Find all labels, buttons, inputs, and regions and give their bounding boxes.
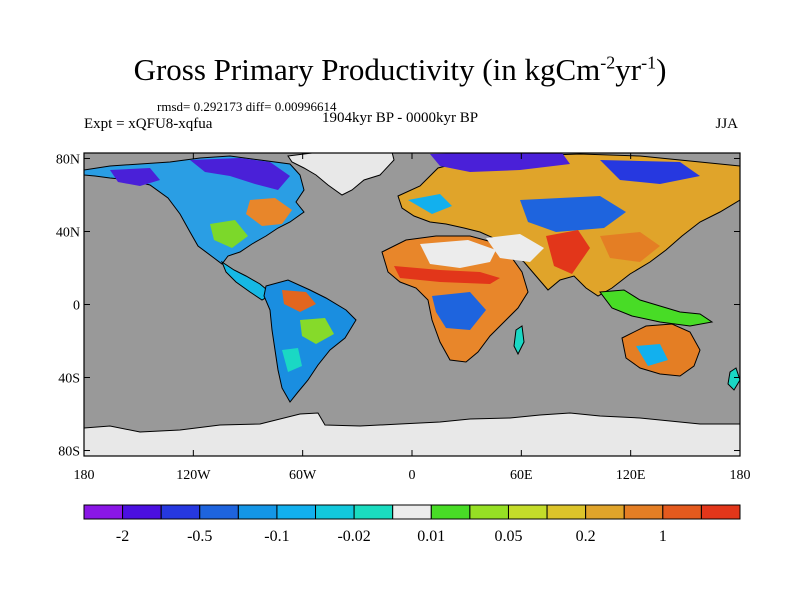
north-america xyxy=(84,155,305,265)
sa-green-patch xyxy=(300,318,334,344)
sahara-patch xyxy=(420,240,496,268)
colorbar-label: -0.1 xyxy=(264,528,289,545)
lat-tick-label: 40N xyxy=(56,225,80,240)
china-orange-patch xyxy=(600,232,660,262)
africa-blue-patch xyxy=(432,292,486,330)
colorbar-box xyxy=(392,504,432,520)
new-zealand xyxy=(727,367,740,391)
south-america xyxy=(263,279,357,403)
colorbar-box xyxy=(585,504,625,520)
lat-tick-label: 80N xyxy=(56,152,80,167)
russia-blue-patch xyxy=(600,160,700,184)
colorbar-box xyxy=(700,504,741,520)
europe-cyan-patch xyxy=(408,194,452,214)
lat-tick-label: 80S xyxy=(58,445,80,460)
lat-tick-label: 40S xyxy=(58,372,80,387)
colorbar-label: 1 xyxy=(659,528,667,545)
season-label: JJA xyxy=(715,116,738,132)
colorbar-box xyxy=(469,504,509,520)
colorbar-box xyxy=(160,504,201,520)
sa-orange-patch xyxy=(282,290,316,312)
africa-red-band xyxy=(394,266,500,284)
colorbar-box xyxy=(623,504,664,520)
lon-tick-label: 60W xyxy=(289,468,317,483)
na-orange-patch xyxy=(246,198,292,226)
colorbar-box xyxy=(430,504,471,520)
colorbar-box xyxy=(315,504,355,520)
experiment-label: Expt = xQFU8-xqfua xyxy=(84,116,213,132)
colorbar-label: -0.02 xyxy=(337,528,370,545)
period-label: 1904kyr BP - 0000kyr BP xyxy=(322,110,479,126)
colorbar-box xyxy=(199,504,239,520)
colorbar-box xyxy=(276,504,317,520)
australia-blue-patch xyxy=(636,344,668,366)
antarctica xyxy=(84,412,740,456)
lon-tick-label: 120W xyxy=(176,468,211,483)
colorbar-box xyxy=(353,504,394,520)
lon-tick-label: 120E xyxy=(616,468,646,483)
na-green-patch xyxy=(210,220,248,248)
colorbar-box xyxy=(237,504,278,520)
colorbar-box xyxy=(122,504,162,520)
colorbar-label: -2 xyxy=(116,528,129,545)
longitude-ticks: 180 120W 60W 0 60E 120E 180 xyxy=(74,153,751,483)
lat-tick-label: 0 xyxy=(73,299,80,314)
lon-tick-label: 180 xyxy=(730,468,751,483)
colorbar-label: 0.2 xyxy=(576,528,596,545)
na-alaska-patch xyxy=(110,168,160,186)
lon-tick-label: 0 xyxy=(409,468,416,483)
colorbar-box xyxy=(83,504,124,520)
india-red-patch xyxy=(546,230,590,274)
southeast-asia-islands xyxy=(599,289,714,327)
colorbar-label: 0.05 xyxy=(494,528,522,545)
lon-tick-label: 180 xyxy=(74,468,95,483)
sa-teal-patch xyxy=(282,348,302,372)
colorbar: -2 -0.5 -0.1 -0.02 0.01 0.05 0.2 1 xyxy=(83,504,741,545)
colorbar-label: 0.01 xyxy=(417,528,445,545)
na-northern-canada-patch xyxy=(190,158,290,190)
arabia-white-patch xyxy=(486,234,544,262)
colorbar-box xyxy=(507,504,548,520)
greenland xyxy=(287,153,395,196)
siberia-blue-patch xyxy=(430,153,570,172)
latitude-ticks: 80N 40N 0 40S 80S xyxy=(56,152,740,460)
central-asia-blue-patch xyxy=(520,196,626,232)
stats-label: rmsd= 0.292173 diff= 0.00996614 xyxy=(157,99,337,114)
colorbar-box xyxy=(662,504,702,520)
madagascar xyxy=(513,325,525,356)
map-title: Gross Primary Productivity (in kgCm-2yr-… xyxy=(133,52,667,87)
colorbar-label: -0.5 xyxy=(187,528,212,545)
lon-tick-label: 60E xyxy=(510,468,533,483)
colorbar-box xyxy=(546,504,587,520)
